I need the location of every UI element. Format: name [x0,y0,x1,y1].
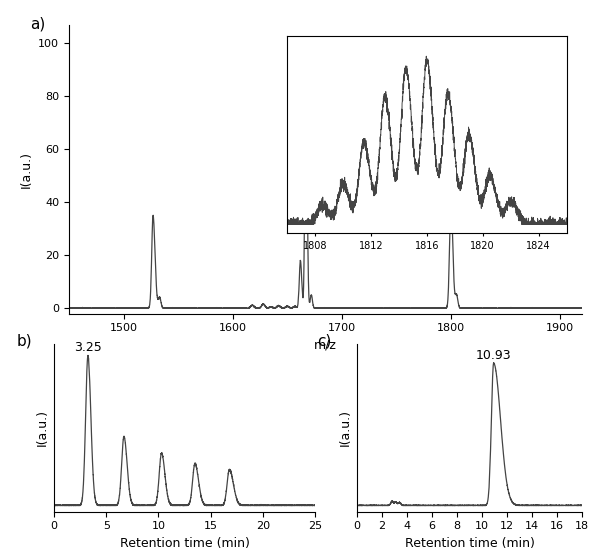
Text: 3.25: 3.25 [74,341,102,354]
Y-axis label: I(a.u.): I(a.u.) [35,409,49,446]
Text: b): b) [16,334,32,349]
Text: 10.93: 10.93 [476,349,511,362]
Y-axis label: I(a.u.): I(a.u.) [338,409,352,446]
Y-axis label: I(a.u.): I(a.u.) [20,151,33,188]
X-axis label: Retention time (min): Retention time (min) [119,537,250,550]
X-axis label: Retention time (min): Retention time (min) [404,537,535,550]
X-axis label: m/z: m/z [314,339,337,352]
Text: a): a) [31,16,46,31]
Text: c): c) [317,334,332,349]
